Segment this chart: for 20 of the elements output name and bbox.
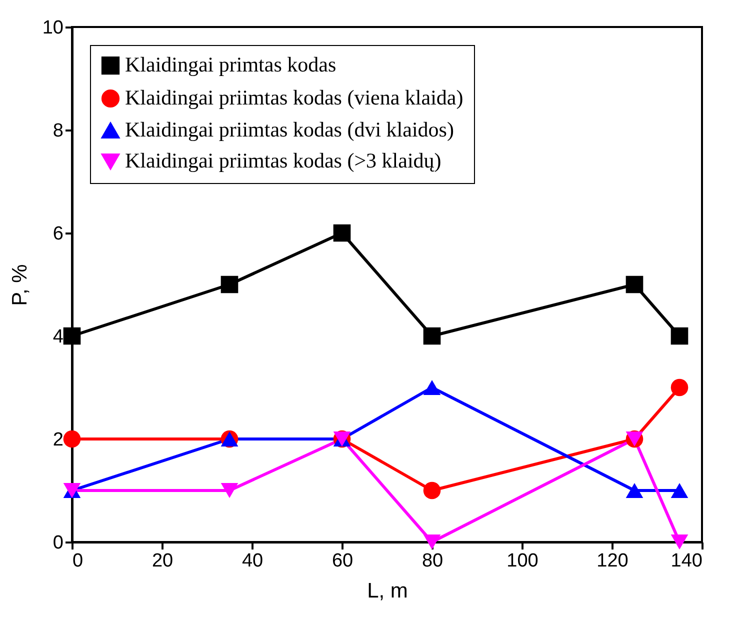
- legend-label: Klaidingai priimtas kodas (>3 klaidų): [125, 148, 442, 172]
- x-tick-label: 80: [422, 550, 444, 572]
- x-tick-label: 120: [596, 550, 628, 572]
- y-axis-title: P, %: [8, 264, 32, 306]
- y-tick-label: 4: [52, 326, 64, 348]
- x-tick-label: 140: [670, 550, 702, 572]
- y-tick-label: 10: [42, 18, 64, 38]
- x-tick-label: 0: [72, 550, 84, 572]
- y-tick-label: 2: [52, 430, 64, 450]
- x-tick-label: 40: [242, 550, 264, 572]
- x-tick-label: 60: [332, 550, 354, 572]
- x-axis-title: L, m: [367, 580, 408, 602]
- legend-label: Klaidingai priimtas kodas (viena klaida): [125, 86, 464, 110]
- y-tick-label: 0: [52, 532, 64, 554]
- y-tick-label: 8: [52, 120, 64, 142]
- y-tick-label: 6: [52, 224, 64, 244]
- x-tick-label: 100: [506, 550, 538, 572]
- legend-label: Klaidingai priimtas kodas (dvi klaidos): [125, 118, 454, 142]
- legend-label: Klaidingai primtas kodas: [125, 52, 336, 76]
- x-tick-label: 20: [152, 550, 174, 572]
